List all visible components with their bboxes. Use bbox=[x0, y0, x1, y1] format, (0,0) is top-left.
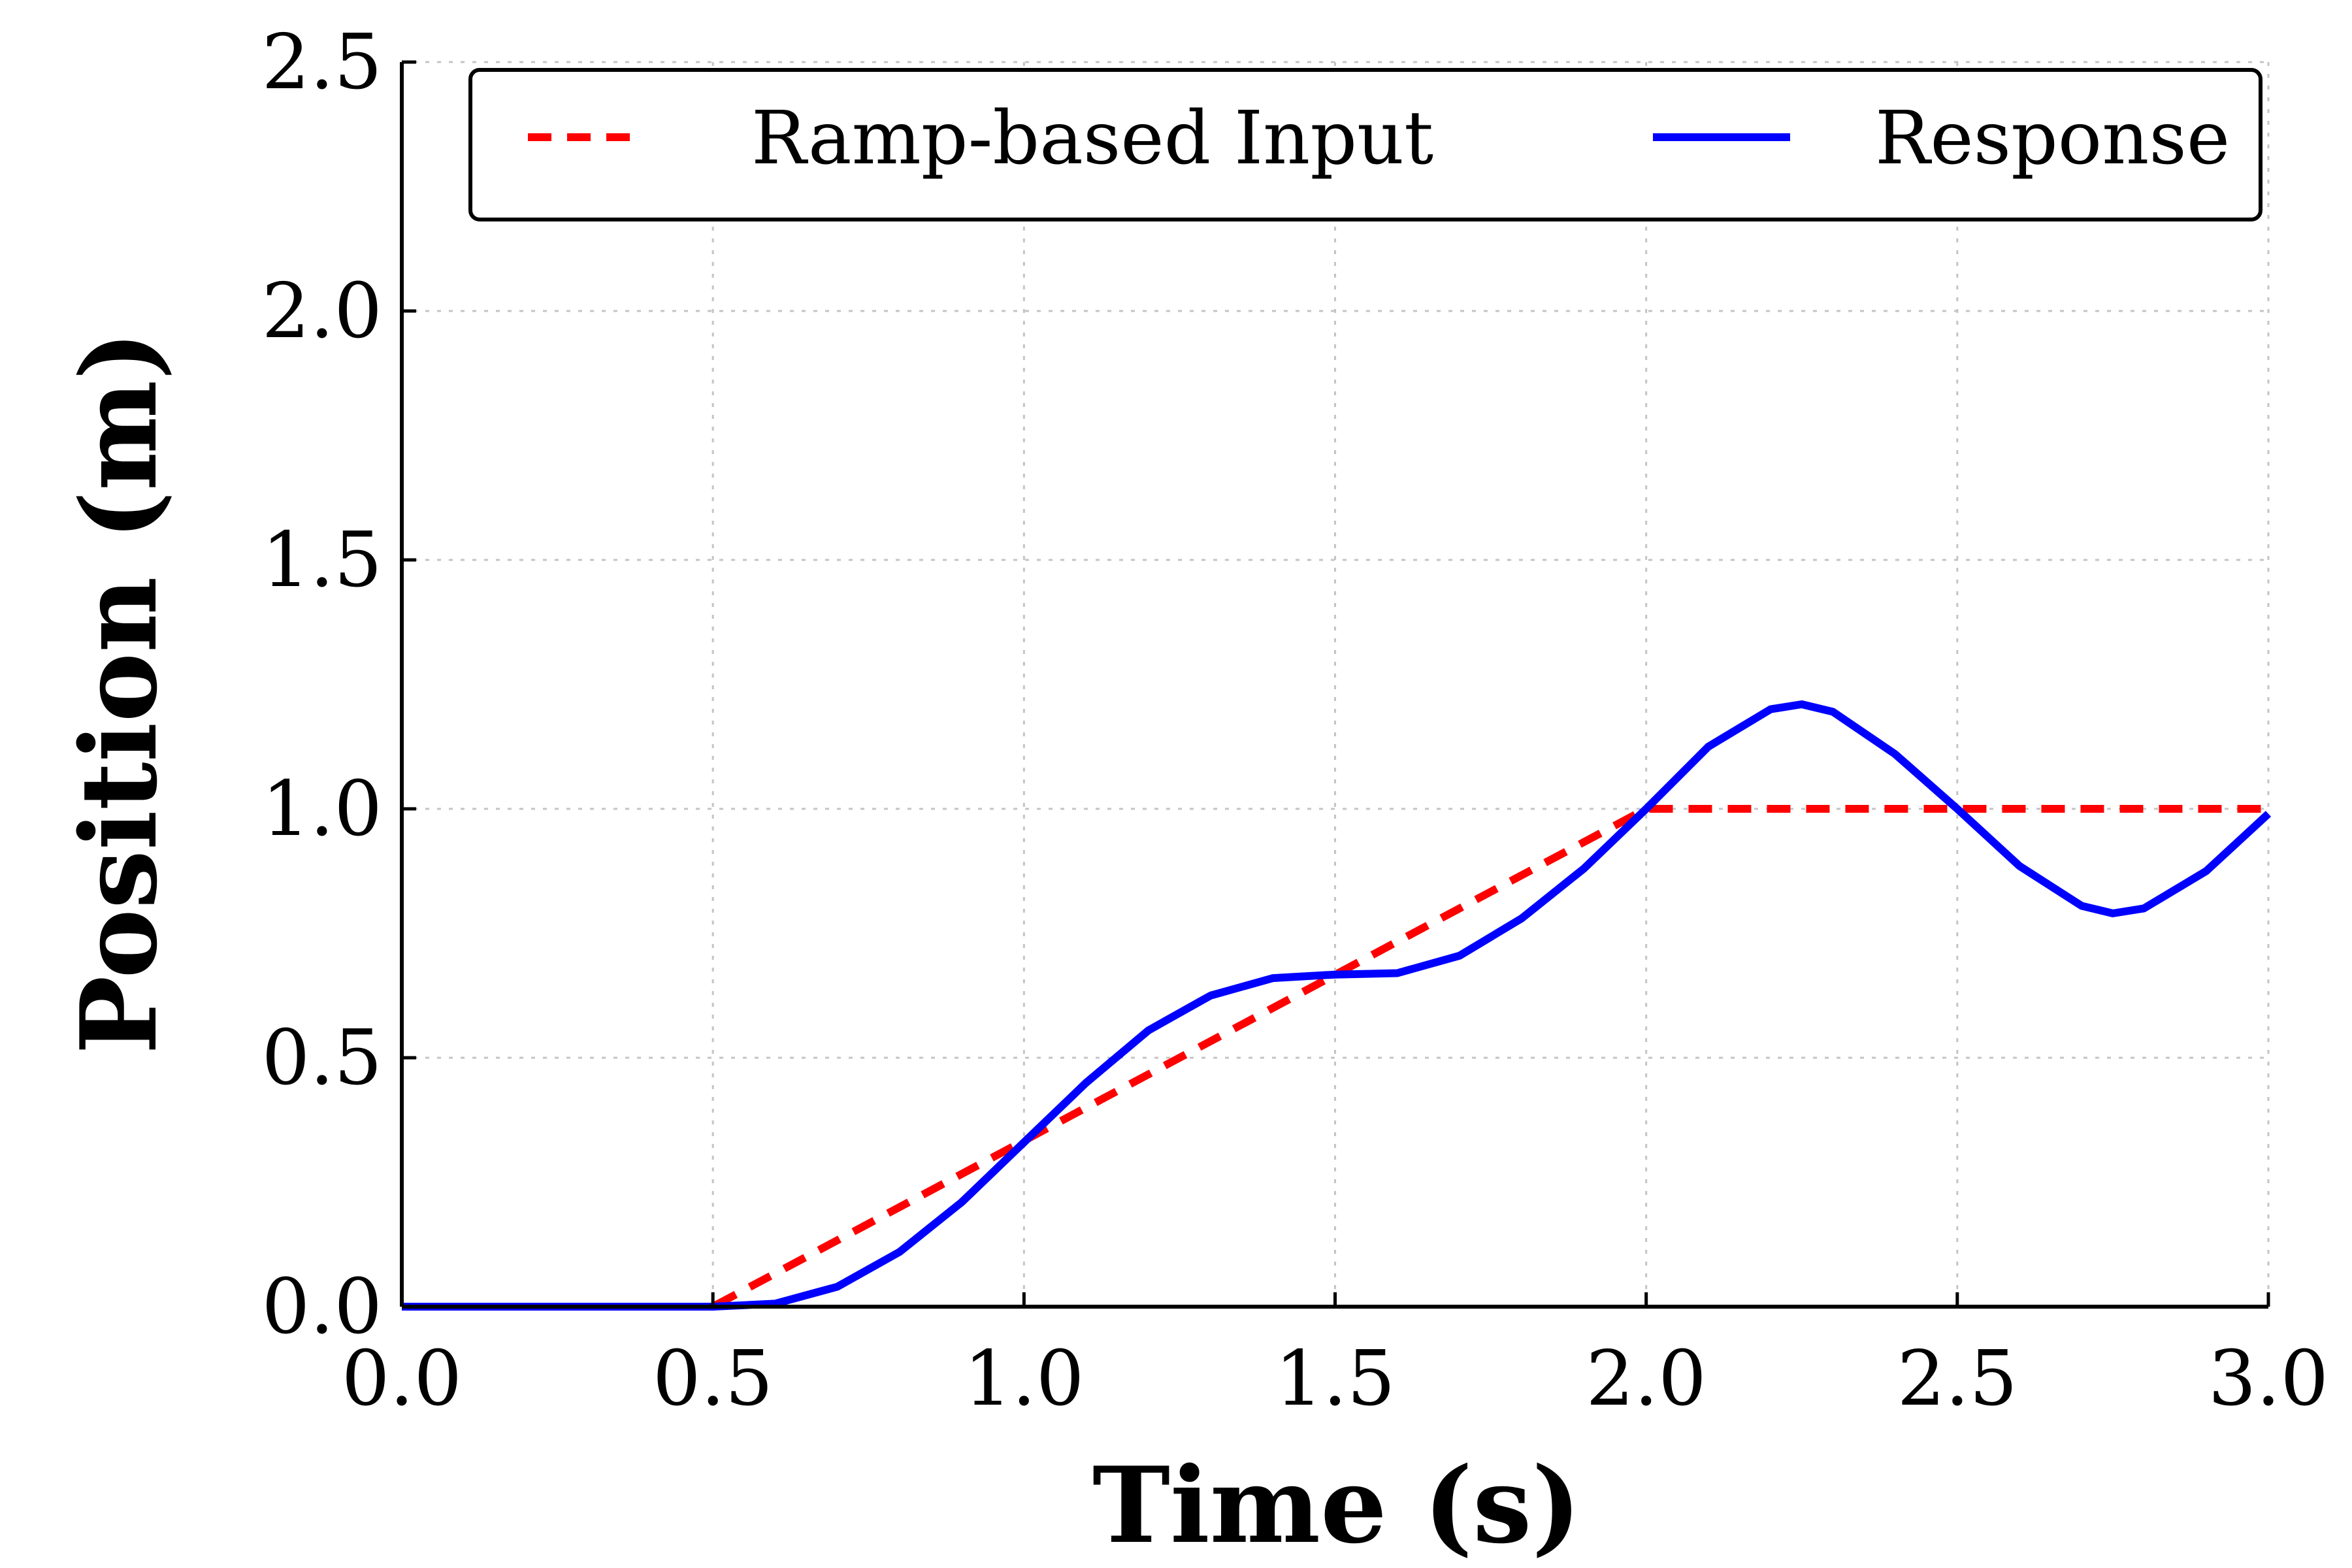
x-tick-label: 0.5 bbox=[653, 1335, 773, 1423]
legend-label-ramp-based-input: Ramp-based Input bbox=[751, 96, 1433, 181]
x-tick-label: 1.5 bbox=[1275, 1335, 1395, 1423]
y-tick-label: 0.0 bbox=[262, 1263, 382, 1351]
legend-frame bbox=[468, 68, 2262, 221]
grid bbox=[400, 61, 2270, 1308]
x-tick-label: 3.0 bbox=[2208, 1335, 2328, 1423]
legend: Ramp-based Input Response bbox=[468, 68, 2262, 221]
axes bbox=[400, 62, 2268, 1309]
x-axis-title: Time (s) bbox=[1092, 1444, 1581, 1567]
y-tick-label: 1.5 bbox=[262, 516, 382, 604]
x-tick-label: 2.0 bbox=[1586, 1335, 1706, 1423]
ticks: 0.0 0.5 1.0 1.5 2.0 2.5 3.0 0.0 0.5 1.0 1.5 2.0 2.5 bbox=[262, 18, 2329, 1423]
x-tick-label: 0.0 bbox=[342, 1335, 462, 1423]
series-line-ramp-based-input bbox=[402, 805, 2268, 1311]
x-tick-label: 2.5 bbox=[1897, 1335, 2017, 1423]
y-tick-label: 2.0 bbox=[262, 267, 382, 355]
y-tick-label: 0.5 bbox=[262, 1014, 382, 1102]
y-tick-label: 2.5 bbox=[262, 18, 382, 106]
series-layer bbox=[402, 700, 2272, 1311]
legend-label-response: Response bbox=[1875, 96, 2230, 181]
x-tick-label: 1.0 bbox=[964, 1335, 1084, 1423]
y-tick-label: 1.0 bbox=[262, 765, 382, 853]
series-line-response bbox=[402, 700, 2272, 1311]
y-axis-title: Position (m) bbox=[57, 331, 180, 1054]
